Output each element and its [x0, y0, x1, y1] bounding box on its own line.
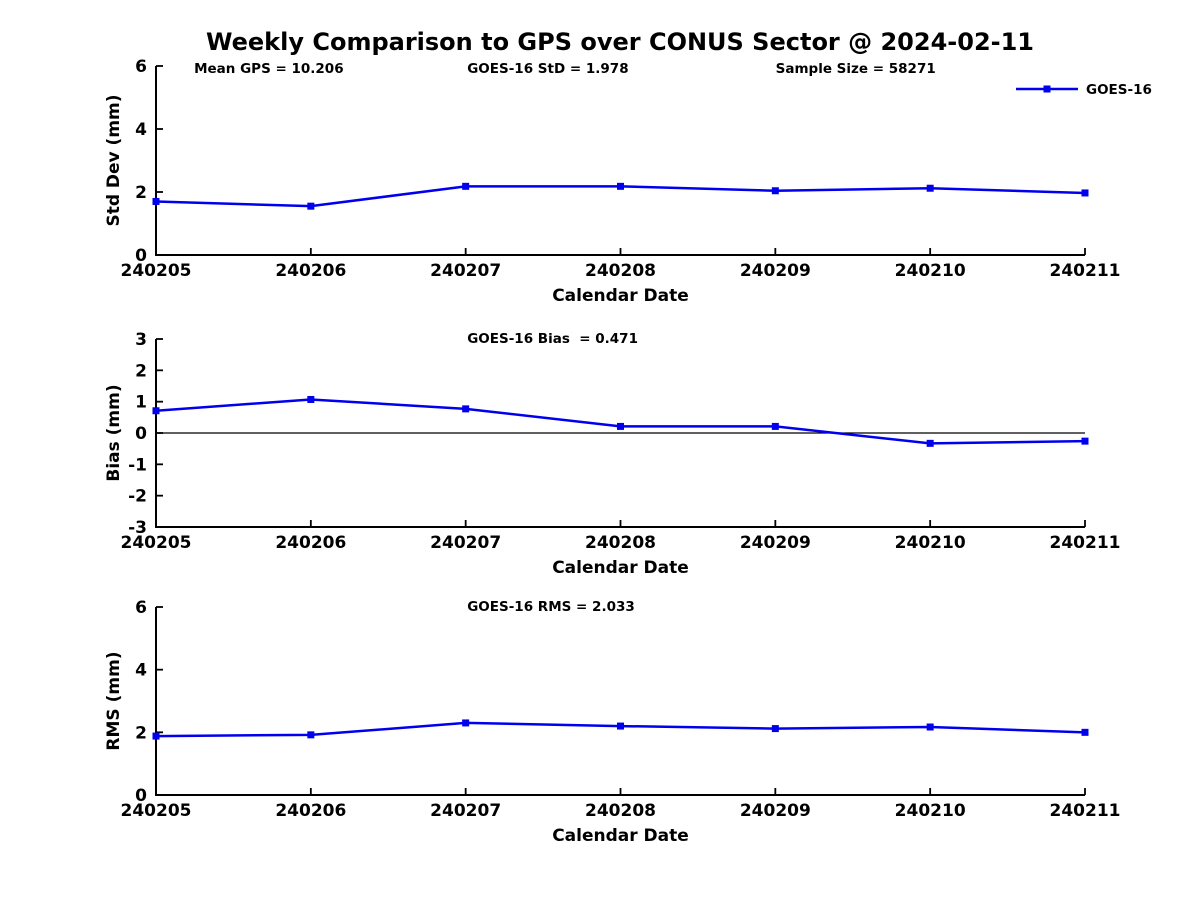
x-tick-label: 240205	[121, 261, 192, 281]
data-point-marker	[307, 202, 315, 210]
data-point-marker	[771, 725, 779, 733]
annotation-text: Mean GPS = 10.206	[194, 61, 344, 77]
annotation-text: GOES-16 RMS = 2.033	[467, 599, 635, 615]
x-tick-label: 240207	[430, 261, 501, 281]
x-axis-label: Calendar Date	[552, 286, 689, 306]
y-tick-label: 2	[135, 723, 147, 743]
data-point-marker	[152, 732, 160, 740]
y-axis-label: Bias (mm)	[104, 384, 124, 481]
x-tick-label: 240206	[275, 261, 346, 281]
y-tick-label: 0	[135, 786, 147, 806]
legend-marker-sample	[1043, 85, 1051, 93]
y-tick-label: 2	[135, 361, 147, 381]
y-tick-label: 0	[135, 424, 147, 444]
data-point-marker	[462, 182, 470, 190]
legend: GOES-16	[1016, 82, 1152, 98]
data-point-marker	[462, 719, 470, 727]
y-tick-label: 0	[135, 246, 147, 266]
y-tick-label: 6	[135, 57, 147, 77]
x-tick-label: 240208	[585, 533, 656, 553]
legend-label: GOES-16	[1086, 82, 1152, 98]
x-tick-label: 240210	[895, 801, 966, 821]
y-tick-label: -3	[128, 518, 147, 538]
data-point-marker	[1081, 437, 1089, 445]
y-tick-label: 4	[135, 661, 147, 681]
data-point-marker	[617, 182, 624, 190]
y-tick-label: 1	[135, 393, 147, 413]
x-tick-label: 240210	[895, 261, 966, 281]
data-point-marker	[926, 723, 934, 731]
y-tick-label: -2	[128, 487, 147, 507]
data-point-marker	[617, 722, 624, 730]
x-tick-label: 240208	[585, 801, 656, 821]
y-axis-label: RMS (mm)	[104, 651, 124, 750]
x-tick-label: 240209	[740, 261, 811, 281]
data-point-marker	[307, 395, 315, 403]
x-tick-label: 240210	[895, 533, 966, 553]
x-axis-label: Calendar Date	[552, 558, 689, 578]
x-tick-label: 240208	[585, 261, 656, 281]
chart-title: Weekly Comparison to GPS over CONUS Sect…	[205, 28, 1034, 56]
data-point-marker	[1081, 189, 1089, 197]
x-tick-label: 240209	[740, 533, 811, 553]
x-tick-label: 240209	[740, 801, 811, 821]
y-tick-label: 3	[135, 330, 147, 350]
y-axis-label: Std Dev (mm)	[104, 94, 124, 226]
x-tick-label: 240207	[430, 801, 501, 821]
x-tick-label: 240207	[430, 533, 501, 553]
subplot-bias-mm: 240205 240206 240207 240208 240209 240210 2402…	[104, 330, 1120, 578]
x-tick-label: 240206	[275, 533, 346, 553]
data-point-marker	[307, 731, 315, 739]
x-tick-label: 240211	[1050, 261, 1121, 281]
x-tick-label: 240206	[275, 801, 346, 821]
annotation-text: Sample Size = 58271	[776, 61, 936, 77]
data-point-marker	[926, 439, 934, 447]
y-tick-label: 6	[135, 598, 147, 618]
x-tick-label: 240205	[121, 533, 192, 553]
data-point-marker	[617, 422, 624, 430]
x-axis-label: Calendar Date	[552, 826, 689, 846]
x-tick-label: 240205	[121, 801, 192, 821]
data-point-marker	[462, 405, 470, 413]
subplot-std-dev-mm: 240205 240206 240207 240208 240209 240210 2402…	[104, 57, 1152, 306]
data-point-marker	[1081, 728, 1089, 736]
data-point-marker	[152, 407, 160, 415]
annotation-text: GOES-16 Bias = 0.471	[467, 331, 638, 347]
annotation-text: GOES-16 StD = 1.978	[467, 61, 628, 77]
series-line	[155, 398, 1086, 445]
subplot-rms-mm: 240205 240206 240207 240208 240209 240210 2402…	[104, 598, 1120, 846]
y-tick-label: 2	[135, 183, 147, 203]
data-point-marker	[152, 197, 160, 205]
data-point-marker	[771, 422, 779, 430]
y-tick-label: 4	[135, 120, 147, 140]
data-point-marker	[771, 187, 779, 195]
data-point-marker	[926, 184, 934, 192]
x-tick-label: 240211	[1050, 801, 1121, 821]
y-tick-label: -1	[128, 455, 147, 475]
x-tick-label: 240211	[1050, 533, 1121, 553]
